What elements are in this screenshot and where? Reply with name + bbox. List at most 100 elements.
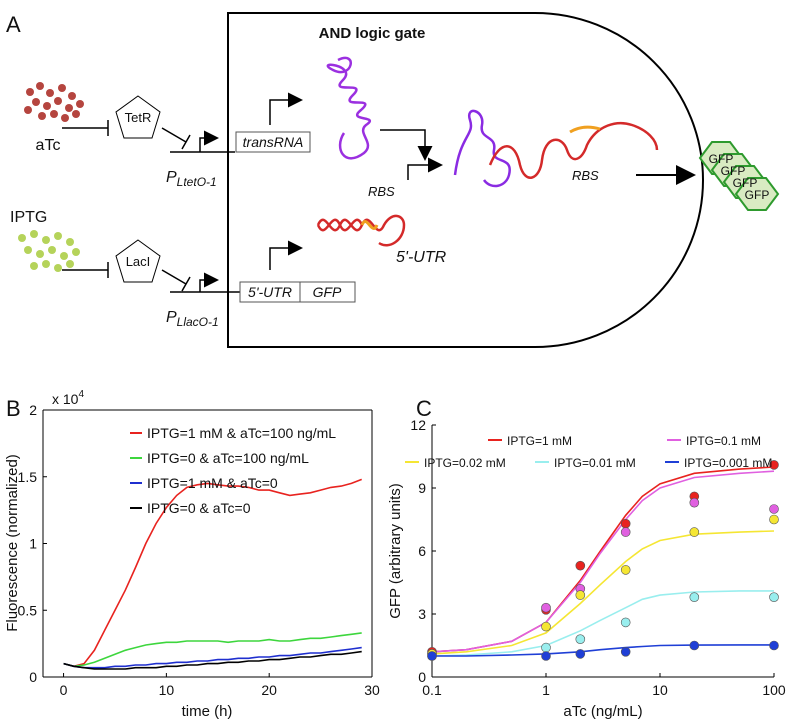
data-point xyxy=(575,590,586,600)
series-line xyxy=(63,646,362,669)
inhibition xyxy=(161,269,187,285)
gene-label: transRNA xyxy=(243,134,304,150)
data-point xyxy=(541,621,551,632)
y-tick-label: 0 xyxy=(418,669,426,685)
inducer-label: aTc xyxy=(36,137,61,154)
data-point xyxy=(620,646,631,657)
legend-label: IPTG=0 & aTc=100 ng/mL xyxy=(147,450,309,466)
data-point xyxy=(769,592,779,603)
repressor-shape xyxy=(115,239,161,283)
data-point xyxy=(769,640,779,651)
x-tick-label: 30 xyxy=(364,682,380,698)
arrow xyxy=(269,92,303,125)
legend-label: IPTG=1 mM & aTc=100 ng/mL xyxy=(147,425,336,441)
arrow xyxy=(407,157,443,180)
legend-label: IPTG=1 mM xyxy=(507,434,572,448)
arrow xyxy=(269,240,303,270)
data-point xyxy=(620,527,631,537)
y-tick-label: 1 xyxy=(29,536,37,552)
data-point xyxy=(427,651,437,661)
y-tick-label: 1.5 xyxy=(18,469,38,485)
inducer-label: IPTG xyxy=(10,209,47,226)
data-point xyxy=(689,497,700,508)
rbs-label: RBS xyxy=(572,168,599,183)
gene-label: 5'-UTR xyxy=(248,284,292,300)
rbs-segment xyxy=(569,125,601,134)
gfp-label: GFP xyxy=(733,176,758,190)
y-tick-label: 0 xyxy=(29,669,37,685)
gfp-label: GFP xyxy=(745,188,770,202)
promoter-label: PLlacO-1 xyxy=(166,309,219,329)
gfp-label: GFP xyxy=(721,164,746,178)
complex-rna xyxy=(488,121,659,179)
x-axis-label: aTc (ng/mL) xyxy=(563,703,642,720)
x-axis-label: time (h) xyxy=(182,703,233,720)
x-tick-label: 20 xyxy=(261,682,277,698)
legend-label: IPTG=0.01 mM xyxy=(554,456,636,470)
legend-label: IPTG=0.1 mM xyxy=(686,434,761,448)
fit-curve xyxy=(431,590,774,657)
y-multiplier: x 104 xyxy=(52,389,84,407)
fit-curve xyxy=(431,466,775,653)
promoter-label: PLtetO-1 xyxy=(166,169,217,189)
repressor-label: LacI xyxy=(126,254,151,269)
x-tick-label: 0.1 xyxy=(422,682,442,698)
y-tick-label: 6 xyxy=(418,543,426,559)
inhibition-bar xyxy=(181,276,191,292)
atc-molecules xyxy=(24,82,84,122)
y-axis-label: Fluorescence (normalized) xyxy=(4,454,21,632)
x-tick-label: 10 xyxy=(159,682,175,698)
data-point xyxy=(620,617,631,628)
y-axis-label: GFP (arbitrary units) xyxy=(387,483,404,619)
repressor-label: TetR xyxy=(125,110,152,125)
gene-label: GFP xyxy=(313,284,342,300)
repressor-shape xyxy=(115,95,161,139)
fit-curve xyxy=(432,644,774,657)
x-tick-label: 0 xyxy=(60,682,68,698)
gfp-label: GFP xyxy=(709,152,734,166)
promoter-subscript: LtetO-1 xyxy=(177,175,217,189)
gene-box xyxy=(299,281,356,303)
data-point xyxy=(689,527,700,537)
trans-rna xyxy=(326,56,371,160)
y-tick-label: 2 xyxy=(29,402,37,418)
data-point xyxy=(769,460,779,470)
data-point xyxy=(689,592,700,603)
data-point xyxy=(620,565,631,575)
y-tick-label: 0.5 xyxy=(18,602,38,618)
x-tick-label: 1 xyxy=(542,682,550,698)
fit-curve xyxy=(431,530,775,655)
gfp-products xyxy=(698,141,780,211)
data-point xyxy=(541,651,551,661)
data-point xyxy=(769,514,779,525)
data-point xyxy=(541,602,551,613)
inhibition xyxy=(161,127,187,143)
legend-label: IPTG=0.001 mM xyxy=(684,456,772,470)
iptg-molecules xyxy=(18,230,80,272)
x-tick-label: 100 xyxy=(762,682,786,698)
data-point xyxy=(620,518,631,529)
data-point xyxy=(541,642,551,653)
data-point xyxy=(575,649,586,659)
promoter-arrow xyxy=(170,280,240,292)
rbs-segment xyxy=(360,220,379,230)
fit-curve xyxy=(431,470,775,653)
cell-boundary xyxy=(227,12,704,348)
panel-label: A xyxy=(6,12,21,37)
y-tick-label: 9 xyxy=(418,480,426,496)
legend-label: IPTG=0 & aTc=0 xyxy=(147,500,251,516)
data-point xyxy=(689,640,700,651)
inhibition-bar xyxy=(181,134,191,150)
legend-label: IPTG=1 mM & aTc=0 xyxy=(147,475,278,491)
gene-box xyxy=(235,131,311,153)
data-point xyxy=(769,504,779,514)
series-line xyxy=(63,632,362,668)
legend-label: IPTG=0.02 mM xyxy=(424,456,506,470)
arrow xyxy=(380,129,433,161)
y-tick-label: 12 xyxy=(410,417,426,433)
gate-title: AND logic gate xyxy=(319,25,426,42)
rbs-label: RBS xyxy=(368,184,395,199)
series-line xyxy=(63,650,362,670)
